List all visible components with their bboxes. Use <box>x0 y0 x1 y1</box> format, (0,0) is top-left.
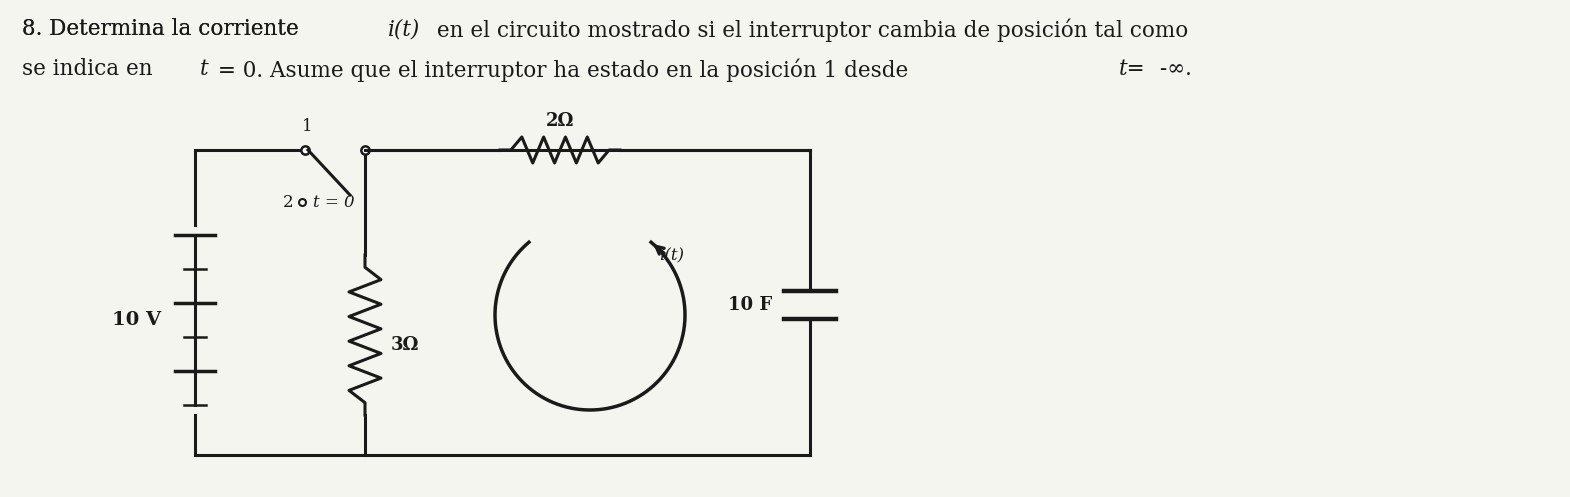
Text: t=: t= <box>1119 58 1146 80</box>
Text: 8. Determina la corriente: 8. Determina la corriente <box>22 18 306 40</box>
Text: t = 0: t = 0 <box>312 193 355 211</box>
Text: 10 V: 10 V <box>113 311 162 329</box>
Text: = 0. Asume que el interruptor ha estado en la posición 1 desde: = 0. Asume que el interruptor ha estado … <box>210 58 915 82</box>
Text: 8. Determina la corriente: 8. Determina la corriente <box>22 18 306 40</box>
Text: i(t): i(t) <box>659 247 685 264</box>
Text: 3Ω: 3Ω <box>391 336 419 354</box>
Text: 2: 2 <box>283 193 294 211</box>
Text: se indica en: se indica en <box>22 58 160 80</box>
Text: en el circuito mostrado si el interruptor cambia de posición tal como: en el circuito mostrado si el interrupto… <box>430 18 1188 42</box>
Text: 2Ω: 2Ω <box>546 112 575 130</box>
Text: -∞.: -∞. <box>1154 58 1192 80</box>
Text: t: t <box>199 58 209 80</box>
Text: 10 F: 10 F <box>728 296 772 314</box>
Text: 1: 1 <box>301 118 312 135</box>
Text: i(t): i(t) <box>388 18 421 40</box>
